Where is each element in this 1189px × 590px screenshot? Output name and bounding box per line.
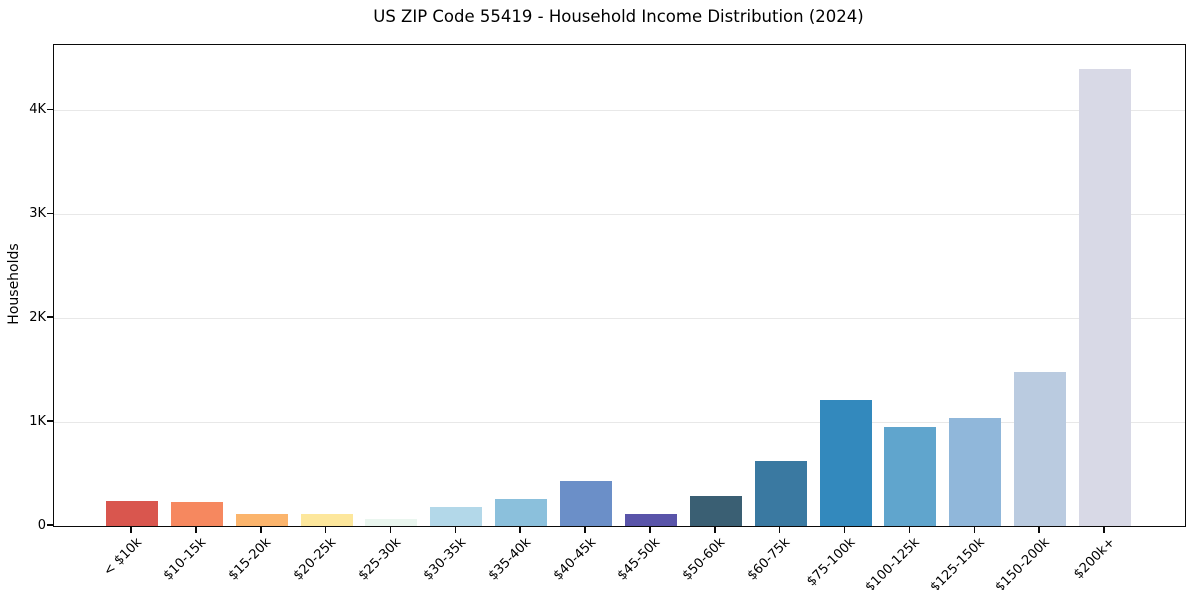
x-tick-mark bbox=[1038, 527, 1040, 533]
y-tick-mark bbox=[47, 316, 53, 319]
y-tick-mark bbox=[47, 212, 53, 215]
bar-$200k+ bbox=[1079, 68, 1132, 526]
bar-$45-50k bbox=[624, 513, 677, 526]
x-tick-mark bbox=[584, 527, 586, 533]
x-tick-mark bbox=[908, 527, 911, 533]
x-tick-mark bbox=[324, 527, 327, 533]
gridline bbox=[54, 214, 1185, 216]
x-tick-label: $35-40k bbox=[485, 535, 534, 584]
x-tick-label: $75-100k bbox=[803, 535, 859, 590]
x-tick-mark bbox=[454, 527, 457, 533]
x-tick-label: $30-35k bbox=[420, 535, 469, 584]
x-tick-label: $125-150k bbox=[927, 535, 988, 590]
x-tick-label: $20-25k bbox=[290, 535, 340, 584]
bar-$35-40k bbox=[495, 499, 548, 526]
x-tick-mark bbox=[843, 527, 846, 533]
bar-$15-20k bbox=[235, 513, 288, 526]
y-tick-label: 0 bbox=[37, 517, 46, 533]
bar-$30-35k bbox=[430, 507, 483, 526]
x-tick-mark bbox=[973, 527, 976, 533]
gridline bbox=[54, 110, 1185, 112]
x-tick-label: $150-200k bbox=[992, 535, 1053, 590]
x-tick-mark bbox=[649, 527, 651, 533]
x-tick-label: $50-60k bbox=[679, 535, 729, 584]
x-tick-mark bbox=[130, 527, 132, 533]
x-tick-label: $60-75k bbox=[744, 535, 794, 584]
bar-$40-45k bbox=[560, 481, 613, 526]
gridline bbox=[54, 318, 1185, 320]
x-tick-mark bbox=[778, 527, 781, 533]
bar-$25-30k bbox=[365, 519, 418, 526]
bar-$125-150k bbox=[949, 417, 1002, 526]
x-tick-label: $25-30k bbox=[355, 535, 405, 584]
bar-$10-15k bbox=[170, 501, 223, 526]
x-tick-mark bbox=[195, 527, 197, 533]
bar-$20-25k bbox=[300, 514, 353, 526]
x-tick-mark bbox=[519, 527, 521, 533]
x-tick-label: $10-15k bbox=[160, 535, 210, 584]
chart-title: US ZIP Code 55419 - Household Income Dis… bbox=[373, 7, 864, 26]
x-tick-label: $15-20k bbox=[225, 535, 275, 584]
bar-$50-60k bbox=[689, 496, 742, 526]
y-tick-mark bbox=[47, 108, 53, 111]
x-tick-label: < $10k bbox=[100, 535, 145, 580]
bar-$60-75k bbox=[754, 460, 807, 526]
gridline bbox=[54, 422, 1185, 424]
bar-$75-100k bbox=[819, 400, 872, 526]
bar-$150-200k bbox=[1014, 372, 1067, 526]
x-tick-mark bbox=[1103, 527, 1105, 533]
x-tick-mark bbox=[389, 527, 392, 533]
x-tick-label: $200k+ bbox=[1070, 535, 1118, 583]
x-tick-mark bbox=[714, 527, 716, 533]
bar-$100-125k bbox=[884, 427, 937, 526]
plot-area bbox=[53, 44, 1186, 527]
x-tick-label: $45-50k bbox=[615, 535, 664, 584]
y-tick-mark bbox=[47, 420, 53, 422]
x-tick-mark bbox=[259, 527, 262, 533]
bar-< $10k bbox=[106, 500, 158, 526]
x-tick-label: $40-45k bbox=[550, 535, 599, 584]
y-tick-label: 3K bbox=[29, 205, 46, 221]
y-tick-label: 4K bbox=[29, 101, 46, 117]
x-tick-label: $100-125k bbox=[862, 535, 924, 590]
y-tick-label: 2K bbox=[29, 309, 46, 325]
y-tick-label: 1K bbox=[29, 413, 46, 429]
y-tick-mark bbox=[47, 524, 53, 526]
